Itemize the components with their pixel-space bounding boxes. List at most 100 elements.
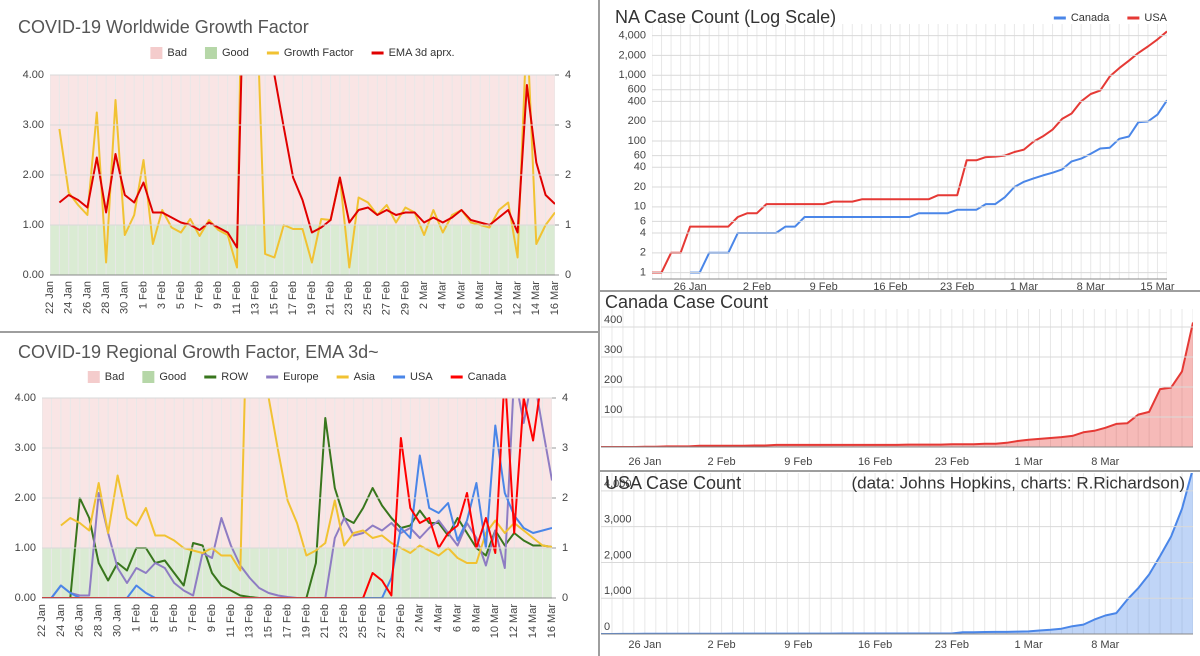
y-tick-label: 2.00: [23, 169, 44, 181]
y-tick-label: 3.00: [23, 119, 44, 131]
y2-tick-label: 3: [562, 442, 568, 454]
plot-area: [50, 75, 555, 275]
x-tick-label: 30 Jan: [111, 604, 123, 637]
y2-tick-label: 0: [562, 592, 568, 604]
y-tick-label: 1.00: [23, 219, 44, 231]
y-tick-label: 2.00: [15, 492, 36, 504]
x-tick-label: 14 Mar: [530, 281, 542, 316]
x-tick-label: 14 Mar: [527, 604, 539, 639]
y2-tick-label: 4: [565, 69, 571, 81]
x-tick-label: 12 Mar: [508, 604, 520, 639]
legend-label: EMA 3d aprx.: [389, 47, 455, 59]
y-tick-label: 100: [604, 404, 622, 416]
x-tick-label: 8 Mar: [470, 604, 482, 632]
x-tick-label: 2 Feb: [708, 456, 736, 468]
y2-tick-label: 1: [565, 219, 571, 231]
y-tick-label: 20: [634, 181, 646, 193]
legend-label: Good: [159, 371, 186, 383]
legend: Bad Good Growth Factor EMA 3d aprx.: [150, 47, 455, 59]
x-tick-label: 8 Mar: [474, 281, 486, 309]
x-tick-label: 26 Jan: [628, 639, 661, 651]
legend-label: Asia: [354, 371, 376, 383]
x-tick-label: 8 Mar: [1091, 639, 1119, 651]
x-tick-label: 3 Feb: [149, 604, 161, 632]
legend-swatch: [87, 371, 100, 383]
x-tick-label: 10 Mar: [493, 281, 505, 316]
y-tick-label: 1,000: [618, 69, 646, 81]
x-tick-label: 15 Feb: [268, 281, 280, 315]
x-tick-label: 11 Feb: [225, 604, 237, 637]
x-tick-label: 9 Feb: [206, 604, 218, 632]
y2-tick-label: 2: [562, 492, 568, 504]
y-tick-label: 3.00: [15, 442, 36, 454]
chart-title: NA Case Count (Log Scale): [615, 7, 836, 27]
x-tick-label: 9 Feb: [212, 281, 224, 309]
x-tick-label: 28 Jan: [100, 281, 112, 314]
x-tick-label: 1 Feb: [137, 281, 149, 309]
legend-label: Canada: [468, 371, 507, 383]
x-tick-label: 26 Jan: [674, 281, 707, 293]
y2-tick-label: 2: [565, 169, 571, 181]
x-tick-label: 8 Mar: [1091, 456, 1119, 468]
legend-swatch: [204, 47, 217, 59]
x-tick-label: 1 Mar: [1014, 456, 1042, 468]
x-tick-label: 6 Mar: [455, 281, 467, 309]
y-tick-label: 400: [604, 314, 622, 326]
x-tick-label: 23 Feb: [940, 281, 974, 293]
chart: 0.00 1.00 2.00 3.00 4.00 0 1 2 3 4 22 Jan 24 Jan 26 …: [15, 342, 569, 639]
x-tick-label: 21 Feb: [324, 281, 336, 315]
y-tick-label: 0.00: [15, 592, 36, 604]
x-tick-label: 24 Jan: [63, 281, 75, 314]
y-tick-label: 300: [604, 344, 622, 356]
line: [58, 75, 555, 269]
y-tick-label: 40: [634, 161, 646, 173]
y-tick-label: 0: [604, 621, 610, 633]
x-tick-label: 9 Feb: [810, 281, 838, 293]
legend-label: ROW: [221, 371, 249, 383]
chart-title: COVID-19 Regional Growth Factor, EMA 3d~: [18, 342, 379, 362]
x-tick-label: 11 Feb: [231, 281, 243, 314]
y-tick-label: 1,000: [604, 585, 632, 597]
area: [601, 473, 1193, 634]
x-tick-label: 5 Feb: [168, 604, 180, 632]
legend-swatch: [150, 47, 163, 59]
legend: Bad Good ROW Europe Asia USA Canada: [87, 371, 507, 383]
annotation: (data: Johns Hopkins, charts: R.Richards…: [851, 473, 1185, 492]
x-tick-label: 28 Jan: [93, 604, 105, 637]
x-tick-label: 23 Feb: [338, 604, 350, 638]
line: [42, 424, 552, 598]
x-tick-label: 25 Feb: [357, 604, 369, 638]
y-tick-label: 400: [628, 95, 646, 107]
y-tick-label: 1: [640, 267, 646, 279]
x-tick-label: 4 Mar: [433, 604, 445, 632]
x-tick-label: 2 Feb: [708, 639, 736, 651]
x-tick-label: 8 Mar: [1077, 281, 1105, 293]
x-tick-label: 21 Feb: [319, 604, 331, 638]
y-tick-label: 4,000: [604, 478, 632, 490]
x-tick-label: 15 Feb: [263, 604, 275, 638]
y-tick-label: 3,000: [604, 514, 632, 526]
y-tick-label: 60: [634, 150, 646, 162]
y-tick-label: 0.00: [23, 269, 44, 281]
x-tick-label: 2 Mar: [414, 604, 426, 632]
y-tick-label: 4.00: [23, 69, 44, 81]
x-tick-label: 15 Mar: [1140, 281, 1175, 293]
x-tick-label: 23 Feb: [935, 639, 969, 651]
x-tick-label: 2 Mar: [418, 281, 430, 309]
x-tick-label: 7 Feb: [194, 281, 206, 309]
legend-label: Bad: [167, 47, 187, 59]
x-tick-label: 9 Feb: [784, 639, 812, 651]
x-tick-label: 19 Feb: [300, 604, 312, 638]
y-tick-label: 4,000: [618, 29, 646, 41]
chart: 0 1,000 2,000 3,000 4,000 26 Jan 2 Feb 9 Feb 16 …: [601, 473, 1193, 651]
line: [601, 322, 1193, 447]
x-tick-label: 9 Feb: [784, 456, 812, 468]
x-tick-label: 5 Feb: [175, 281, 187, 309]
y2-tick-label: 3: [565, 119, 571, 131]
y-tick-label: 10: [634, 201, 646, 213]
chart-title: COVID-19 Worldwide Growth Factor: [18, 17, 309, 37]
x-tick-label: 26 Jan: [81, 281, 93, 314]
legend-swatch: [142, 371, 155, 383]
plot-area: [652, 24, 1167, 279]
